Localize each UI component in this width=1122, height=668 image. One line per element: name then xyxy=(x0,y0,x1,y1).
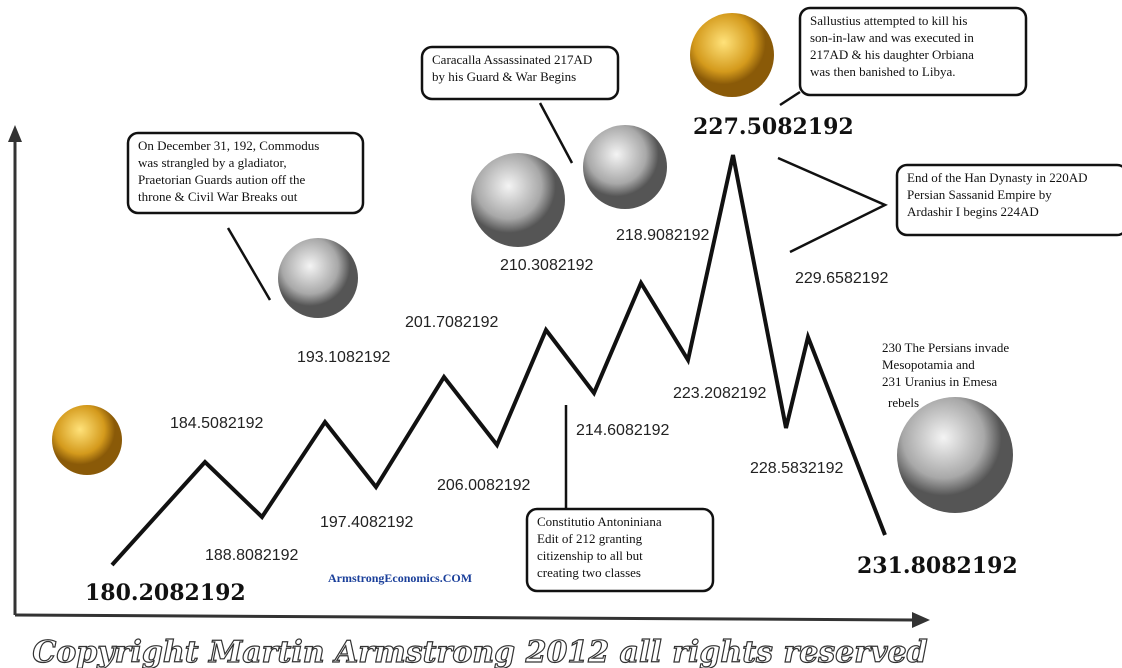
point-label: 188.8082192 xyxy=(205,547,299,564)
note-line: Praetorian Guards aution off the xyxy=(138,172,305,187)
note-line: 230 The Persians invade xyxy=(882,340,1009,355)
note-line: Edit of 212 granting xyxy=(537,531,643,546)
point-label: 210.3082192 xyxy=(500,257,594,274)
axes xyxy=(8,125,930,628)
note-line: On December 31, 192, Commodus xyxy=(138,138,319,153)
note-line: by his Guard & War Begins xyxy=(432,69,576,84)
note-line: 231 Uranius in Emesa xyxy=(882,374,997,389)
note-line: throne & Civil War Breaks out xyxy=(138,189,298,204)
point-label: 227.5082192 xyxy=(693,114,854,140)
note-box xyxy=(798,6,1028,97)
point-label: 223.2082192 xyxy=(673,385,767,402)
point-label: 228.5832192 xyxy=(750,460,844,477)
point-label: 193.1082192 xyxy=(297,349,391,366)
note-line: son-in-law and was executed in xyxy=(810,30,974,45)
note-line: was strangled by a gladiator, xyxy=(138,155,287,170)
point-label: 214.6082192 xyxy=(576,422,670,439)
note-line: Persian Sassanid Empire by xyxy=(907,187,1052,202)
coins xyxy=(52,13,1013,513)
watermark: ArmstrongEconomics.COM xyxy=(328,571,472,585)
note-line: 217AD & his daughter Orbiana xyxy=(810,47,974,62)
point-label: 184.5082192 xyxy=(170,415,264,432)
point-label: 218.9082192 xyxy=(616,227,710,244)
point-label: 206.0082192 xyxy=(437,477,531,494)
note-line: Constitutio Antoniniana xyxy=(537,514,662,529)
note-line: Mesopotamia and xyxy=(882,357,975,372)
note-box xyxy=(126,131,365,215)
note-line: Sallustius attempted to kill his xyxy=(810,13,967,28)
note-line: was then banished to Libya. xyxy=(810,64,956,79)
note-box xyxy=(525,507,715,593)
note-box xyxy=(420,45,620,101)
point-label: 231.8082192 xyxy=(857,553,1018,579)
note-box xyxy=(895,163,1122,237)
point-label: 197.4082192 xyxy=(320,514,414,531)
copyright: Copyright Martin Armstrong 2012 all righ… xyxy=(32,635,927,668)
note-line: rebels xyxy=(888,395,919,410)
price-line xyxy=(110,154,887,567)
leaders xyxy=(226,90,888,510)
point-label: 201.7082192 xyxy=(405,314,499,331)
note-line: citizenship to all but xyxy=(537,548,643,563)
point-label: 180.2082192 xyxy=(85,580,246,606)
point-label: 229.6582192 xyxy=(795,270,889,287)
note-line: creating two classes xyxy=(537,565,641,580)
note-line: Caracalla Assassinated 217AD xyxy=(432,52,592,67)
note-line: Ardashir I begins 224AD xyxy=(907,204,1039,219)
note-line: End of the Han Dynasty in 220AD xyxy=(907,170,1088,185)
